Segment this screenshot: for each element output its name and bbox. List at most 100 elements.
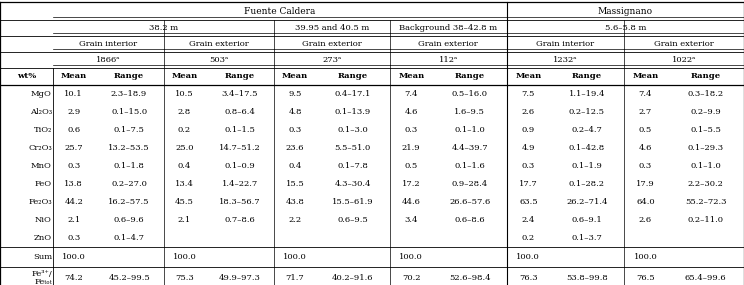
Text: ZnO: ZnO bbox=[33, 234, 52, 242]
Text: 18.3–56.7: 18.3–56.7 bbox=[219, 198, 260, 206]
Text: 1.4–22.7: 1.4–22.7 bbox=[222, 180, 258, 188]
Text: 0.2: 0.2 bbox=[178, 126, 191, 134]
Text: 0.3: 0.3 bbox=[522, 162, 535, 170]
Text: 1232ᵃ: 1232ᵃ bbox=[553, 56, 577, 64]
Text: 100.0: 100.0 bbox=[62, 253, 86, 261]
Text: 0.6–8.6: 0.6–8.6 bbox=[455, 216, 485, 224]
Text: 53.8–99.8: 53.8–99.8 bbox=[566, 274, 608, 282]
Text: 0.6–9.6: 0.6–9.6 bbox=[114, 216, 144, 224]
Text: FeO: FeO bbox=[35, 180, 52, 188]
Text: 44.6: 44.6 bbox=[402, 198, 420, 206]
Text: 1866ᵃ: 1866ᵃ bbox=[96, 56, 121, 64]
Text: 1.6–9.5: 1.6–9.5 bbox=[455, 108, 485, 116]
Text: 2.3–18.9: 2.3–18.9 bbox=[111, 90, 147, 98]
Text: Fuente Caldera: Fuente Caldera bbox=[244, 7, 315, 15]
Text: 17.2: 17.2 bbox=[402, 180, 420, 188]
Text: 100.0: 100.0 bbox=[516, 253, 540, 261]
Text: 26.6–57.6: 26.6–57.6 bbox=[449, 198, 490, 206]
Text: 0.1–29.3: 0.1–29.3 bbox=[687, 144, 724, 152]
Text: 0.1–42.8: 0.1–42.8 bbox=[568, 144, 605, 152]
Text: 4.6: 4.6 bbox=[638, 144, 652, 152]
Text: 0.4: 0.4 bbox=[178, 162, 191, 170]
Text: 0.6–9.5: 0.6–9.5 bbox=[337, 216, 368, 224]
Text: 4.9: 4.9 bbox=[522, 144, 535, 152]
Text: 0.1–1.0: 0.1–1.0 bbox=[690, 162, 721, 170]
Text: 0.2: 0.2 bbox=[522, 234, 535, 242]
Text: 38.2 m: 38.2 m bbox=[149, 24, 178, 32]
Text: 1022ᵃ: 1022ᵃ bbox=[672, 56, 696, 64]
Text: Grain exterior: Grain exterior bbox=[189, 40, 248, 48]
Text: 0.1–0.9: 0.1–0.9 bbox=[225, 162, 255, 170]
Text: 75.3: 75.3 bbox=[175, 274, 193, 282]
Text: 0.3–18.2: 0.3–18.2 bbox=[687, 90, 724, 98]
Text: 13.4: 13.4 bbox=[175, 180, 194, 188]
Text: 0.2–27.0: 0.2–27.0 bbox=[111, 180, 147, 188]
Text: 4.6: 4.6 bbox=[405, 108, 418, 116]
Text: 55.2–72.3: 55.2–72.3 bbox=[684, 198, 726, 206]
Text: 0.9: 0.9 bbox=[522, 126, 535, 134]
Text: 2.1: 2.1 bbox=[178, 216, 191, 224]
Text: Mean: Mean bbox=[515, 72, 542, 80]
Text: 7.4: 7.4 bbox=[405, 90, 418, 98]
Text: 0.1–1.8: 0.1–1.8 bbox=[114, 162, 144, 170]
Text: 43.8: 43.8 bbox=[286, 198, 304, 206]
Text: 49.9–97.3: 49.9–97.3 bbox=[219, 274, 260, 282]
Text: Grain interior: Grain interior bbox=[536, 40, 594, 48]
Text: 39.95 and 40.5 m: 39.95 and 40.5 m bbox=[295, 24, 369, 32]
Text: 13.2–53.5: 13.2–53.5 bbox=[109, 144, 150, 152]
Text: 0.3: 0.3 bbox=[67, 234, 80, 242]
Text: 0.3: 0.3 bbox=[67, 162, 80, 170]
Text: 76.5: 76.5 bbox=[636, 274, 655, 282]
Text: Massignano: Massignano bbox=[597, 7, 653, 15]
Text: 2.2: 2.2 bbox=[289, 216, 301, 224]
Text: Al₂O₃: Al₂O₃ bbox=[30, 108, 52, 116]
Text: 2.7: 2.7 bbox=[639, 108, 652, 116]
Text: Grain exterior: Grain exterior bbox=[302, 40, 362, 48]
Text: 45.5: 45.5 bbox=[175, 198, 194, 206]
Text: wt%: wt% bbox=[17, 72, 36, 80]
Text: Range: Range bbox=[455, 72, 485, 80]
Text: 503ᵃ: 503ᵃ bbox=[209, 56, 228, 64]
Text: 100.0: 100.0 bbox=[633, 253, 657, 261]
Text: 0.1–28.2: 0.1–28.2 bbox=[569, 180, 605, 188]
Text: 71.7: 71.7 bbox=[286, 274, 304, 282]
Text: 2.9: 2.9 bbox=[67, 108, 80, 116]
Text: 14.7–51.2: 14.7–51.2 bbox=[219, 144, 260, 152]
Text: Mean: Mean bbox=[632, 72, 658, 80]
Text: NiO: NiO bbox=[35, 216, 52, 224]
Text: 0.6: 0.6 bbox=[67, 126, 80, 134]
Text: 5.6–5.8 m: 5.6–5.8 m bbox=[605, 24, 646, 32]
Text: 100.0: 100.0 bbox=[400, 253, 423, 261]
Text: MnO: MnO bbox=[31, 162, 52, 170]
Text: 23.6: 23.6 bbox=[286, 144, 304, 152]
Text: 2.2–30.2: 2.2–30.2 bbox=[687, 180, 723, 188]
Text: 3.4: 3.4 bbox=[405, 216, 418, 224]
Text: 16.2–57.5: 16.2–57.5 bbox=[109, 198, 150, 206]
Text: 0.2–12.5: 0.2–12.5 bbox=[569, 108, 605, 116]
Text: 2.8: 2.8 bbox=[178, 108, 191, 116]
Text: Range: Range bbox=[572, 72, 602, 80]
Text: 40.2–91.6: 40.2–91.6 bbox=[332, 274, 373, 282]
Text: 17.7: 17.7 bbox=[519, 180, 538, 188]
Text: 0.3: 0.3 bbox=[289, 126, 301, 134]
Text: 70.2: 70.2 bbox=[402, 274, 420, 282]
Text: 10.1: 10.1 bbox=[65, 90, 83, 98]
Text: Mean: Mean bbox=[60, 72, 87, 80]
Text: Range: Range bbox=[114, 72, 144, 80]
Text: 45.2–99.5: 45.2–99.5 bbox=[108, 274, 150, 282]
Text: 25.7: 25.7 bbox=[65, 144, 83, 152]
Text: 0.1–7.5: 0.1–7.5 bbox=[114, 126, 144, 134]
Text: 2.6: 2.6 bbox=[639, 216, 652, 224]
Text: 15.5: 15.5 bbox=[286, 180, 304, 188]
Text: 64.0: 64.0 bbox=[636, 198, 655, 206]
Text: 0.6–9.1: 0.6–9.1 bbox=[571, 216, 602, 224]
Text: 65.4–99.6: 65.4–99.6 bbox=[684, 274, 726, 282]
Text: 13.8: 13.8 bbox=[65, 180, 83, 188]
Text: 0.3: 0.3 bbox=[405, 126, 418, 134]
Text: 4.3–30.4: 4.3–30.4 bbox=[335, 180, 371, 188]
Text: 9.5: 9.5 bbox=[289, 90, 302, 98]
Text: 74.2: 74.2 bbox=[65, 274, 83, 282]
Text: Mean: Mean bbox=[398, 72, 424, 80]
Text: 0.2–4.7: 0.2–4.7 bbox=[571, 126, 603, 134]
Text: 4.4–39.7: 4.4–39.7 bbox=[452, 144, 488, 152]
